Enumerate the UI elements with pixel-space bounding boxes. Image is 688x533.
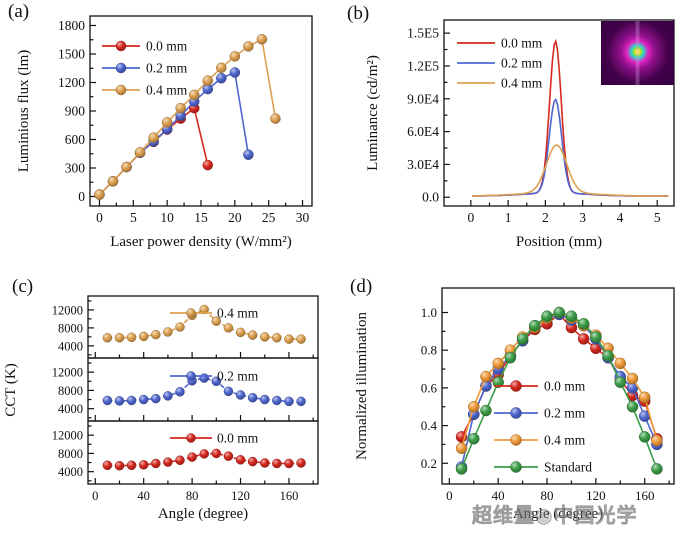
y-axis-label: CCT (K): [3, 363, 19, 416]
x-tick-label: 20: [228, 210, 242, 225]
y-tick-label: 0.4: [421, 418, 438, 433]
y-tick-label: 0.6: [421, 380, 438, 395]
x-tick-label: 0: [92, 489, 98, 503]
x-tick-label: 25: [262, 210, 276, 225]
panel-letter-c: (c): [12, 276, 34, 297]
x-tick-label: 160: [280, 489, 299, 503]
inset-luminance-map: [601, 21, 674, 85]
x-axis-label: Laser power density (W/mm²): [110, 234, 292, 250]
legend-label: 0.2 mm: [501, 56, 543, 71]
x-tick-label: 160: [635, 488, 655, 503]
x-tick-label: 2: [542, 210, 549, 225]
x-tick-label: 40: [492, 488, 505, 503]
x-tick-label: 40: [137, 489, 150, 503]
y-tick-label: 300: [65, 161, 86, 176]
watermark: 超维量◉中国光学: [472, 505, 638, 528]
y-tick-label: 600: [65, 132, 86, 147]
y-tick-label: 12000: [52, 303, 83, 317]
legend-label: 0.4 mm: [146, 83, 188, 98]
series-line-0-4-mm: [472, 144, 669, 197]
y-tick-label: 1.2E5: [407, 58, 439, 73]
chart-d-normalized-illumination: 0 40 80 120 160 0.2 0.4 0.6 0.8 1.0 0.0 mm 0.2 mm 0.…: [354, 287, 675, 522]
legend-label: 0.4 mm: [217, 306, 259, 321]
x-tick-label: 5: [130, 210, 137, 225]
x-tick-label: 10: [160, 210, 174, 225]
legend-label: 0.4 mm: [501, 76, 543, 91]
x-tick-label: 80: [186, 489, 199, 503]
y-tick-label: 0.0: [422, 190, 439, 205]
series-line-0-2-mm: [472, 98, 669, 197]
x-tick-label: 30: [296, 210, 310, 225]
x-tick-label: 80: [541, 488, 554, 503]
legend-label: 0.4 mm: [544, 433, 586, 448]
y-tick-label: 1500: [58, 47, 85, 62]
y-tick-label: 8000: [58, 384, 83, 398]
panel-c: (c) 4000 8000 12000 0.4 mm 4000 8000 12000 0.2 …: [0, 266, 344, 533]
y-tick-label: 1800: [58, 18, 85, 33]
chart-b-luminance: 0 1 2 3 4 5 0.0 3.0E4 6.0E4 9.0E4 1.2E5 1.5E5 0.0 mm…: [365, 19, 675, 250]
y-tick-label: 1200: [58, 75, 85, 90]
y-axis-label: Normalized illumination: [354, 312, 370, 460]
legend-label: 0.2 mm: [146, 61, 188, 76]
x-tick-label: 5: [654, 210, 661, 225]
panel-a: (a) 0 5 10 15 20 25 30 0 300 600 900 1200 1500 1800 0.…: [0, 0, 344, 266]
y-tick-label: 8000: [58, 447, 83, 461]
y-tick-label: 900: [65, 104, 86, 119]
x-tick-label: 0: [467, 210, 474, 225]
y-tick-label: 0.8: [421, 343, 437, 358]
panel-d: (d) 0 40 80 120 160 0.2 0.4 0.6 0.8 1.0 0.0 mm 0.2 …: [344, 266, 688, 533]
x-axis-label: Angle (degree): [513, 506, 603, 522]
x-axis-label: Angle (degree): [158, 506, 248, 522]
x-tick-label: 1: [505, 210, 512, 225]
legend-label: 0.0 mm: [544, 379, 586, 394]
legend-label: 0.2 mm: [544, 406, 586, 421]
x-axis-label: Position (mm): [516, 234, 602, 250]
y-tick-label: 12000: [52, 429, 83, 443]
legend-label: 0.2 mm: [217, 369, 259, 384]
y-tick-label: 4000: [58, 402, 83, 416]
x-tick-label: 0: [96, 210, 103, 225]
legend-label: 0.0 mm: [501, 36, 543, 51]
panel-letter-b: (b): [347, 3, 370, 24]
panel-letter-d: (d): [350, 276, 373, 297]
x-tick-label: 120: [586, 488, 606, 503]
legend-label: 0.0 mm: [146, 39, 188, 54]
y-tick-label: 3.0E4: [407, 157, 439, 172]
x-tick-label: 120: [231, 489, 250, 503]
y-tick-label: 12000: [52, 366, 83, 380]
y-tick-label: 1.0: [421, 305, 437, 320]
y-tick-label: 1.5E5: [407, 26, 439, 41]
y-axis-label: Luminious flux (lm): [16, 50, 32, 173]
y-tick-label: 6.0E4: [407, 124, 439, 139]
y-tick-label: 9.0E4: [407, 91, 439, 106]
x-tick-label: 15: [194, 210, 208, 225]
y-tick-label: 4000: [58, 339, 83, 353]
x-tick-label: 3: [579, 210, 586, 225]
legend-label: 0.0 mm: [217, 431, 259, 446]
panel-letter-a: (a): [8, 1, 30, 22]
y-tick-label: 4000: [58, 465, 83, 479]
x-tick-label: 4: [617, 210, 624, 225]
y-tick-label: 0.2: [421, 456, 437, 471]
legend-label: Standard: [544, 460, 592, 475]
x-tick-label: 0: [446, 488, 453, 503]
panel-b: (b) 0 1 2 3 4 5 0.0 3.0E4 6.0E4 9.0E4 1.2E5 1.5E5 0.…: [344, 0, 688, 266]
y-tick-label: 0: [78, 189, 85, 204]
y-tick-label: 8000: [58, 321, 83, 335]
y-axis-label: Luminance (cd/m²): [365, 55, 381, 171]
